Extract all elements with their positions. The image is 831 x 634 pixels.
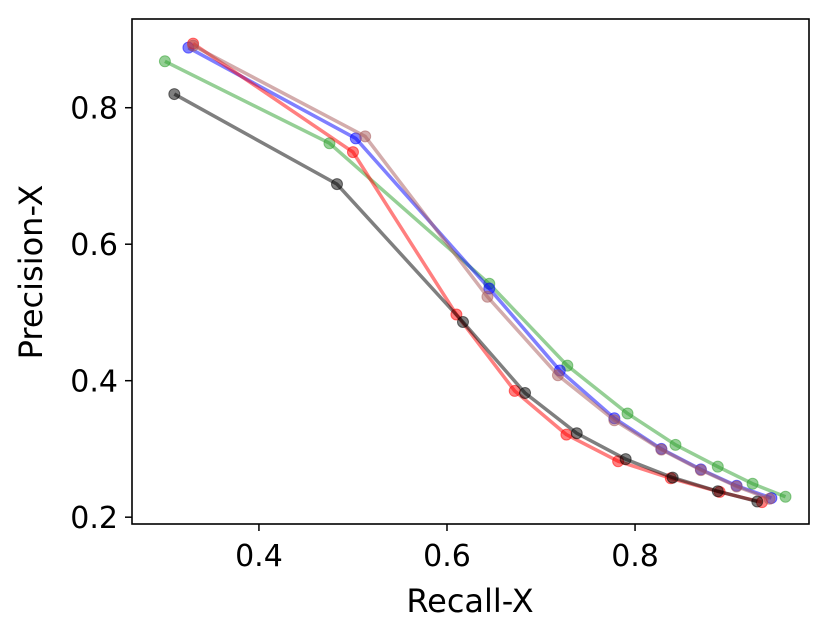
series-0-point-6 (711, 460, 724, 473)
series-4-point-2 (456, 316, 469, 328)
series-3-point-3 (551, 369, 564, 382)
plot-frame (131, 18, 810, 525)
y-tick-label: 0.2 (70, 501, 118, 536)
series-3-point-2 (481, 290, 494, 303)
series-3 (187, 39, 776, 505)
series-4 (168, 88, 764, 508)
series-4-point-6 (666, 471, 679, 484)
series-layer (158, 37, 792, 509)
series-3-point-6 (694, 464, 707, 477)
series-2-point-4 (560, 428, 573, 441)
x-tick-label: 0.4 (235, 539, 283, 574)
series-0-point-7 (746, 477, 759, 490)
y-tick-label: 0.8 (70, 92, 118, 127)
series-4-point-0 (168, 88, 181, 101)
y-axis: 0.2 0.4 0.6 0.8 (70, 92, 132, 536)
series-0-point-0 (158, 55, 171, 68)
series-0-point-5 (669, 438, 682, 451)
x-axis-title: Recall-X (406, 582, 533, 620)
series-3-point-0 (187, 39, 200, 52)
series-4-point-3 (519, 386, 532, 399)
series-3-point-4 (608, 414, 621, 427)
series-0-point-4 (621, 407, 634, 420)
x-tick-label: 0.8 (611, 539, 659, 574)
series-3-point-7 (730, 480, 743, 493)
series-4-point-4 (570, 427, 583, 440)
series-4-point-1 (330, 178, 343, 191)
series-4-point-7 (711, 485, 724, 498)
x-tick-label: 0.6 (423, 539, 471, 574)
series-0-point-8 (779, 490, 792, 503)
series-4-point-8 (751, 495, 764, 508)
y-tick-label: 0.6 (70, 228, 118, 263)
y-tick-label: 0.4 (70, 365, 118, 400)
series-3-point-1 (359, 130, 372, 143)
series-3-point-5 (655, 443, 668, 456)
series-3-point-8 (763, 492, 776, 505)
series-2-point-1 (346, 146, 359, 159)
x-axis: 0.4 0.6 0.8 (235, 524, 659, 574)
series-4-point-5 (619, 453, 632, 466)
y-axis-title: Precision-X (12, 185, 50, 360)
